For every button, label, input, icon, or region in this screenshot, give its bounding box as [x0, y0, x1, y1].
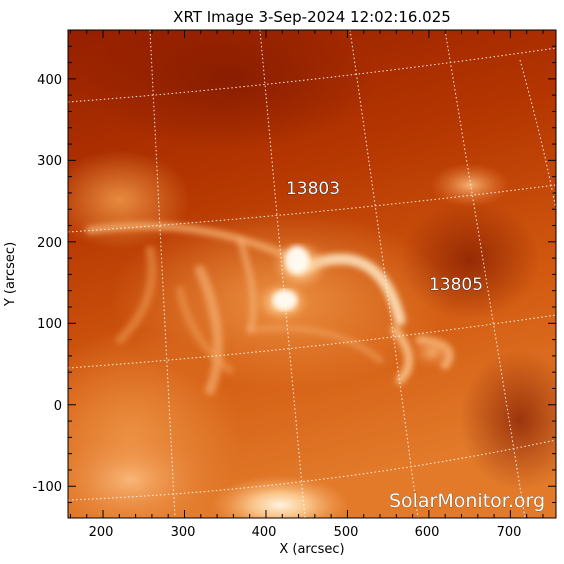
y-axis-label: Y (arcsec) [3, 242, 18, 307]
latitude-line [68, 184, 556, 233]
image-title: XRT Image 3-Sep-2024 12:02:16.025 [173, 8, 451, 26]
latitude-line [68, 439, 556, 501]
x-tick-label: 400 [252, 525, 277, 540]
longitude-line [519, 59, 556, 211]
longitude-line [349, 30, 419, 518]
axis-ticks [68, 29, 556, 518]
x-axis-label: X (arcsec) [279, 542, 344, 557]
region-label-13803: 13803 [286, 179, 340, 199]
y-tick-label: -100 [32, 480, 62, 495]
y-tick-label: 400 [37, 73, 62, 88]
y-tick-label: 200 [37, 236, 62, 251]
x-tick-label: 200 [89, 525, 114, 540]
y-tick-label: 100 [37, 317, 62, 332]
x-tick-label: 500 [334, 525, 359, 540]
y-tick-label: 0 [54, 399, 62, 414]
x-tick-label: 700 [497, 525, 522, 540]
longitude-line [444, 30, 526, 518]
heliographic-grid [68, 30, 556, 518]
latitude-line [68, 314, 556, 369]
x-tick-label: 300 [171, 525, 196, 540]
x-tick-label: 600 [415, 525, 440, 540]
solarmonitor-watermark: SolarMonitor.org [389, 490, 545, 512]
longitude-line [149, 30, 176, 518]
xrt-solar-image [68, 30, 556, 518]
region-label-13805: 13805 [429, 275, 483, 295]
latitude-line [68, 47, 556, 103]
x-tick-labels: 200 300 400 500 600 700 [89, 525, 522, 540]
y-tick-labels: -100 0 100 200 300 400 [32, 73, 62, 495]
y-tick-label: 300 [37, 154, 62, 169]
